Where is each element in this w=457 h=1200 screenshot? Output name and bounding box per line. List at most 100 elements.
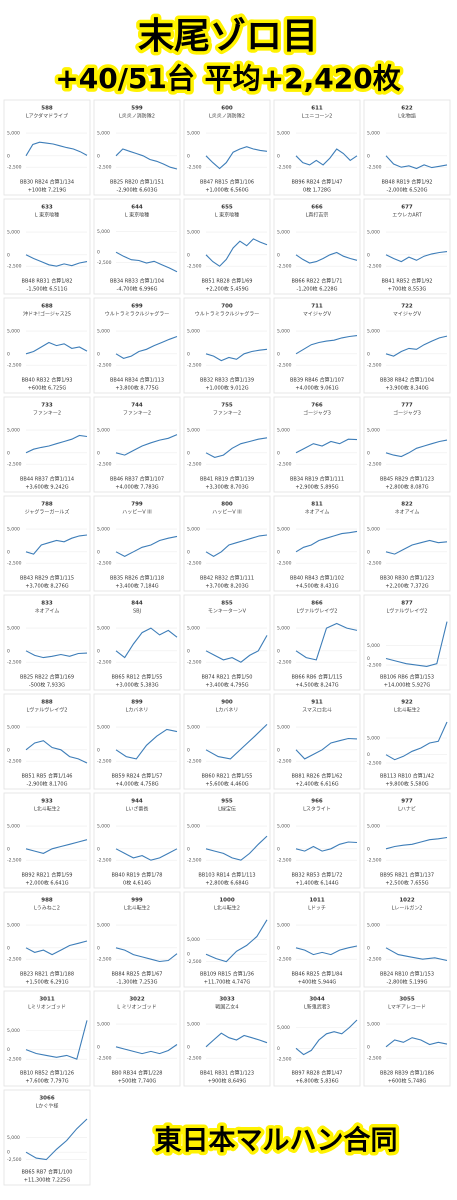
- chart-subtitle: L 東京喰種: [215, 212, 239, 219]
- y-tick-label: -2,500: [7, 561, 22, 567]
- machine-stats: +2,400枚 6,616G: [295, 781, 338, 788]
- y-tick-label: 5,000: [7, 725, 20, 731]
- y-tick-label: -2,500: [97, 759, 112, 765]
- y-tick-label: -2,500: [187, 165, 202, 171]
- data-line: [385, 335, 448, 357]
- machine-stats: BB25 RB20 合算1/151: [110, 179, 164, 186]
- machine-stats: -4,700枚 6,996G: [117, 286, 158, 293]
- y-tick-label: 5,000: [277, 923, 290, 929]
- machine-stats: +11,300枚 7,225G: [24, 1177, 71, 1184]
- machine-stats: +3,600枚 9,242G: [25, 484, 68, 491]
- y-tick-label: 0: [277, 153, 280, 159]
- chart-title: 644: [131, 205, 143, 211]
- data-line: [115, 148, 178, 170]
- y-tick-label: 0: [97, 153, 100, 159]
- data-line: [205, 919, 268, 963]
- chart-cell: 744 ファンキー2 5,000 0 -2,500 BB46 RB37 合算1/107+4…: [93, 396, 181, 493]
- y-tick-label: 0: [187, 952, 190, 958]
- cell-frame: [3, 99, 91, 196]
- cell-frame: [363, 792, 451, 889]
- y-tick-label: 0: [97, 1044, 100, 1050]
- chart-title: 877: [401, 601, 413, 607]
- chart-subtitle: Lハナビ: [398, 806, 416, 813]
- y-tick-label: 5,000: [7, 1135, 20, 1141]
- machine-stats: +500枚 7,740G: [118, 1078, 157, 1085]
- data-line: [25, 341, 88, 355]
- machine-stats: +5,600枚 4,460G: [205, 781, 248, 788]
- cell-frame: [3, 990, 91, 1087]
- machine-stats: BB44 RB37 合算1/114: [20, 476, 74, 483]
- data-line: [115, 848, 178, 861]
- header-subtitle: +40/51台 平均+2,420枚: [55, 62, 400, 95]
- chart-title: 755: [221, 403, 233, 409]
- machine-stats: +7,600枚 7,797G: [25, 1078, 68, 1085]
- y-tick-label: -2,500: [7, 165, 22, 171]
- machine-stats: -1,200枚 6,228G: [297, 286, 338, 293]
- cell-frame: [3, 792, 91, 889]
- machine-stats: BB41 RB52 合算1/92: [382, 278, 433, 285]
- y-tick-label: 5,000: [7, 131, 20, 137]
- machine-stats: BB40 RB32 合算1/93: [22, 377, 73, 384]
- y-tick-label: 5,000: [367, 329, 380, 335]
- y-tick-label: 0: [187, 747, 190, 753]
- machine-stats: BB10 RB52 合算1/126: [20, 1070, 74, 1077]
- cell-frame: [93, 198, 181, 295]
- y-tick-label: 5,000: [97, 428, 110, 434]
- data-line: [115, 627, 178, 659]
- chart-title: 788: [41, 502, 53, 508]
- y-tick-label: 5,000: [187, 626, 200, 632]
- y-tick-label: 0: [367, 252, 370, 258]
- data-line: [115, 1044, 178, 1055]
- chart-subtitle: Lアクダマドライブ: [26, 113, 68, 120]
- y-tick-label: 0: [97, 747, 100, 753]
- y-tick-label: -2,500: [97, 1056, 112, 1062]
- y-tick-label: -2,500: [277, 462, 292, 468]
- chart-subtitle: ハッピーV III: [122, 510, 151, 516]
- cell-frame: [183, 198, 271, 295]
- chart-subtitle: エウレカART: [392, 212, 423, 219]
- y-tick-label: 0: [97, 648, 100, 654]
- y-tick-label: 5,000: [187, 428, 200, 434]
- chart-title: 655: [221, 205, 233, 211]
- chart-title: 888: [41, 700, 53, 706]
- data-line: [25, 1020, 88, 1060]
- machine-stats: BB30 RB24 合算1/134: [20, 179, 74, 186]
- data-line: [205, 348, 268, 362]
- y-tick-label: 5,000: [367, 230, 380, 236]
- machine-stats: +3,700枚 8,276G: [25, 583, 68, 590]
- y-tick-label: -2,500: [97, 260, 112, 266]
- data-line: [295, 530, 358, 553]
- machine-stats: BB0 RB34 合算1/228: [112, 1070, 163, 1077]
- chart-cell: 799 ハッピーV III 5,000 0 -2,500 BB35 RB26 合算1/11…: [93, 495, 181, 592]
- chart-subtitle: Lスタライト: [303, 806, 331, 813]
- machine-stats: -1,500枚 6,511G: [27, 286, 68, 293]
- cell-frame: [3, 297, 91, 394]
- chart-title: 844: [131, 601, 143, 607]
- data-line: [25, 141, 88, 157]
- y-tick-label: 0: [367, 450, 370, 456]
- y-tick-label: 5,000: [277, 131, 290, 137]
- y-tick-label: 0: [277, 846, 280, 852]
- y-tick-label: 5,000: [277, 725, 290, 731]
- data-line: [25, 534, 88, 555]
- chart-cell: 800 ハッピーV III 5,000 0 -2,500 BB42 RB32 合算1/11…: [183, 495, 271, 592]
- chart-cell: 844 SBJ 5,000 0 -2,500 BB65 RB12 合算1/55+3,000…: [93, 594, 181, 691]
- chart-cell: 3055 Lマギアレコード 5,000 0 -2,500 BB28 RB39 合算1/18…: [363, 990, 451, 1087]
- machine-stats: BB40 RB43 合算1/102: [290, 575, 344, 582]
- chart-subtitle: ジャグラーガールズ: [25, 509, 70, 516]
- chart-cell: 733 ファンキー2 5,000 0 -2,500 BB44 RB37 合算1/114+3…: [3, 396, 91, 493]
- y-tick-label: 0: [187, 351, 190, 357]
- y-tick-label: 0: [367, 752, 370, 758]
- y-tick-label: -2,500: [187, 462, 202, 468]
- y-tick-label: 5,000: [7, 923, 20, 929]
- machine-stats: BB46 RB37 合算1/107: [110, 476, 164, 483]
- y-tick-label: -2,500: [187, 759, 202, 765]
- machine-stats: BB66 RB22 合算1/71: [292, 278, 343, 285]
